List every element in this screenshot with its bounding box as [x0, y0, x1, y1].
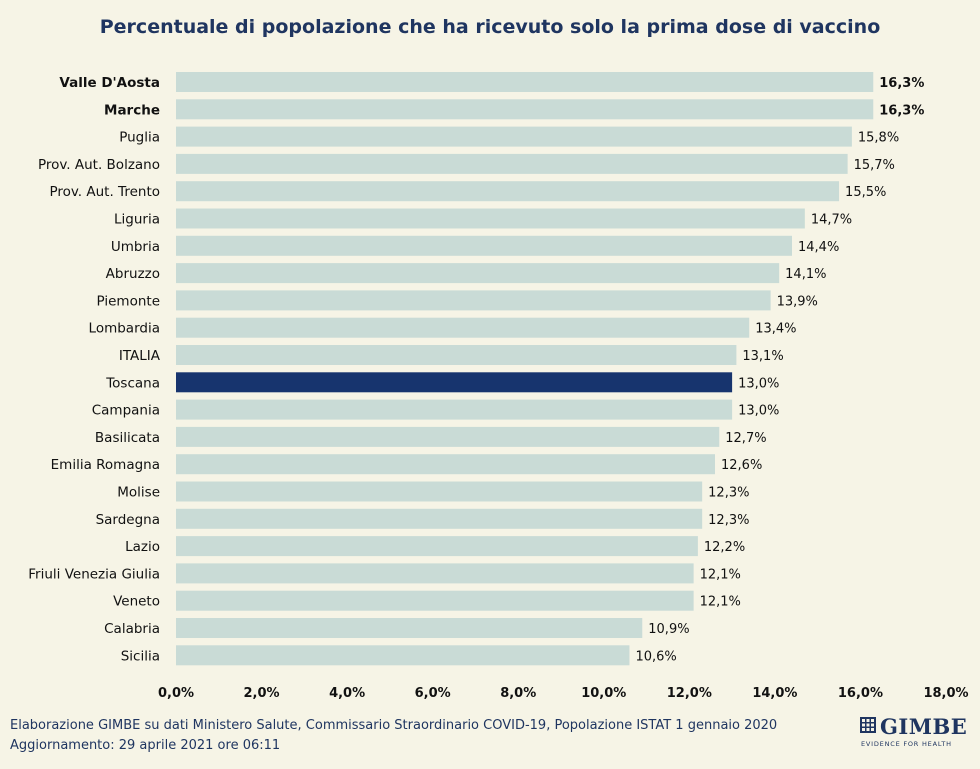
footer-source: Elaborazione GIMBE su dati Ministero Sal… [10, 718, 778, 733]
category-label: Friuli Venezia Giulia [28, 566, 160, 582]
x-tick-label: 4,0% [329, 686, 365, 701]
category-label: Campania [92, 403, 160, 419]
logo-name: GIMBE [880, 714, 968, 739]
bar-11 [176, 372, 733, 393]
value-label: 15,8% [858, 131, 899, 146]
x-tick-label: 0,0% [158, 686, 194, 701]
x-tick-label: 2,0% [244, 686, 280, 701]
x-tick-label: 10,0% [581, 686, 626, 701]
bar-16 [176, 508, 703, 529]
chart-title: Percentuale di popolazione che ha ricevu… [100, 16, 881, 38]
gimbe-logo: GIMBE EVIDENCE FOR HEALTH [858, 714, 970, 754]
value-label: 10,9% [648, 622, 689, 637]
bar-20 [176, 618, 643, 638]
bar-1 [176, 99, 874, 120]
value-label: 13,4% [755, 322, 796, 337]
category-label: Sardegna [96, 512, 160, 528]
value-label: 10,6% [635, 649, 676, 664]
value-label: 12,1% [700, 567, 741, 582]
bar-12 [176, 399, 733, 420]
category-label: Abruzzo [106, 266, 160, 282]
value-label: 13,9% [777, 294, 818, 309]
gimbe-grid-icon [860, 717, 876, 733]
x-tick-label: 14,0% [752, 686, 797, 701]
value-label: 12,1% [700, 595, 741, 610]
value-label: 14,1% [785, 267, 826, 282]
bar-3 [176, 153, 848, 174]
category-label: ITALIA [119, 348, 161, 364]
x-tick-label: 8,0% [500, 686, 536, 701]
category-label: Prov. Aut. Trento [49, 184, 160, 200]
bar-0 [176, 72, 874, 92]
category-label: Prov. Aut. Bolzano [38, 157, 160, 173]
logo-tagline: EVIDENCE FOR HEALTH [861, 740, 952, 748]
footer-update: Aggiornamento: 29 aprile 2021 ore 06:11 [10, 738, 281, 753]
x-tick-label: 18,0% [923, 686, 968, 701]
value-label: 16,3% [879, 76, 924, 91]
value-label: 13,0% [738, 404, 779, 419]
bar-7 [176, 263, 780, 284]
bar-19 [176, 590, 694, 611]
category-label: Puglia [119, 130, 160, 146]
category-label: Sicilia [121, 648, 160, 664]
category-label: Lazio [125, 539, 160, 555]
category-label: Molise [117, 485, 160, 501]
bar-21 [176, 645, 630, 666]
value-label: 14,7% [811, 213, 852, 228]
value-label: 13,0% [738, 376, 779, 391]
value-label: 12,2% [704, 540, 745, 555]
bar-9 [176, 317, 750, 338]
x-tick-label: 6,0% [415, 686, 451, 701]
category-label: Liguria [114, 212, 160, 228]
value-label: 12,7% [725, 431, 766, 446]
category-label: Toscana [105, 375, 160, 391]
category-label: Emilia Romagna [51, 457, 160, 473]
bar-8 [176, 290, 771, 311]
bar-15 [176, 481, 703, 502]
category-label: Basilicata [95, 430, 160, 446]
bar-5 [176, 208, 805, 229]
bar-2 [176, 126, 852, 147]
bar-4 [176, 181, 840, 202]
bar-14 [176, 454, 715, 475]
bar-6 [176, 235, 792, 256]
value-label: 12,3% [708, 513, 749, 528]
value-label: 16,3% [879, 103, 924, 118]
category-label: Marche [104, 102, 160, 118]
bar-10 [176, 345, 737, 365]
bar-18 [176, 563, 694, 584]
bar-17 [176, 536, 698, 557]
value-label: 12,6% [721, 458, 762, 473]
category-label: Veneto [113, 594, 160, 610]
category-label: Piemonte [97, 293, 160, 309]
x-tick-label: 12,0% [667, 686, 712, 701]
category-label: Calabria [104, 621, 160, 637]
category-label: Lombardia [89, 321, 160, 337]
bar-13 [176, 426, 720, 447]
x-tick-label: 16,0% [838, 686, 883, 701]
bar-chart: Percentuale di popolazione che ha ricevu… [28, 16, 968, 701]
category-label: Umbria [111, 239, 160, 255]
value-label: 15,5% [845, 185, 886, 200]
value-label: 12,3% [708, 486, 749, 501]
value-label: 14,4% [798, 240, 839, 255]
value-label: 15,7% [854, 158, 895, 173]
value-label: 13,1% [742, 349, 783, 364]
category-label: Valle D'Aosta [59, 75, 160, 91]
